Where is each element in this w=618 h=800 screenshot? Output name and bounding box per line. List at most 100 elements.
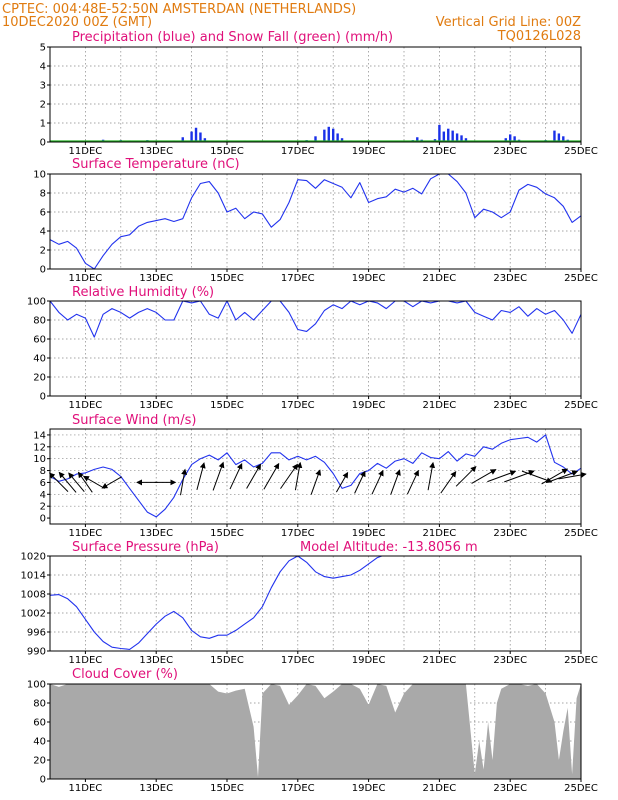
wind-arrow <box>541 468 569 485</box>
x-tick-label: 15DEC <box>210 655 244 666</box>
precipitation-panel: Precipitation (blue) and Snow Fall (gree… <box>40 30 598 157</box>
y-tick-label: 1008 <box>21 590 46 601</box>
precipitation-bar <box>190 131 193 142</box>
precipitation-bar <box>460 135 463 142</box>
wind-arrow <box>521 470 553 483</box>
x-tick-label: 21DEC <box>423 400 457 411</box>
cloud-cover-area <box>50 684 581 779</box>
y-tick-label: 40 <box>33 354 46 365</box>
precipitation-bar <box>442 131 446 142</box>
x-tick-label: 21DEC <box>423 528 457 539</box>
header-station: CPTEC: 004:48E-52:50N AMSTERDAN (NETHERL… <box>2 2 356 17</box>
wind-arrow <box>263 462 280 490</box>
precipitation-bar <box>314 136 317 142</box>
x-tick-label: 25DEC <box>564 655 598 666</box>
wind-arrow <box>504 470 535 483</box>
x-tick-label: 25DEC <box>564 400 598 411</box>
y-tick-label: 12 <box>33 442 46 453</box>
wind-arrow <box>310 469 322 495</box>
y-tick-label: 40 <box>33 737 46 748</box>
x-tick-label: 11DEC <box>69 655 103 666</box>
precipitation-bar <box>336 133 339 142</box>
x-tick-label: 23DEC <box>493 528 527 539</box>
y-tick-label: 60 <box>33 335 46 346</box>
wind-arrow <box>406 469 419 495</box>
wind-arrow <box>487 470 517 483</box>
wind-arrow <box>471 469 497 484</box>
wind-arrow <box>440 470 457 494</box>
pressure-panel: Surface Pressure (hPa) Model Altitude: -… <box>21 540 598 666</box>
wind-arrow <box>455 465 477 487</box>
y-tick-label: 1002 <box>21 609 46 620</box>
y-tick-label: 1014 <box>21 571 46 582</box>
wind-arrow <box>58 471 77 493</box>
precipitation-bar <box>553 130 556 142</box>
precipitation-bar <box>194 127 198 142</box>
x-tick-label: 23DEC <box>493 783 527 794</box>
x-tick-label: 25DEC <box>564 273 598 284</box>
precipitation-bar <box>332 128 335 142</box>
x-tick-label: 25DEC <box>564 783 598 794</box>
precipitation-bar <box>327 126 330 142</box>
x-tick-label: 21DEC <box>423 273 457 284</box>
y-tick-label: 6 <box>40 208 46 219</box>
x-tick-label: 13DEC <box>139 528 173 539</box>
x-tick-label: 13DEC <box>139 146 173 157</box>
x-tick-label: 21DEC <box>423 783 457 794</box>
panel-frame <box>49 300 582 397</box>
humidity-panel: Relative Humidity (%) 0 20 40 60 80 100 11DEC 1… <box>27 285 598 411</box>
humidity-title: Relative Humidity (%) <box>72 285 214 300</box>
x-tick-label: 25DEC <box>564 528 598 539</box>
wind-arrow <box>82 475 105 489</box>
wind-title: Surface Wind (m/s) <box>72 413 196 428</box>
wind-arrow <box>229 462 243 490</box>
temperature-panel: Surface Temperature (nC) 0 2 4 6 8 10 11DEC 13D… <box>33 157 598 284</box>
x-tick-label: 11DEC <box>69 528 103 539</box>
wind-arrow <box>68 472 85 493</box>
y-tick-label: 100 <box>27 680 46 691</box>
x-tick-label: 15DEC <box>210 273 244 284</box>
x-tick-label: 15DEC <box>210 783 244 794</box>
y-tick-label: 6 <box>40 478 46 489</box>
y-tick-label: 14 <box>33 430 46 441</box>
precipitation-bar <box>416 137 419 142</box>
x-tick-label: 13DEC <box>139 655 173 666</box>
x-tick-label: 25DEC <box>564 146 598 157</box>
precipitation-bar <box>181 137 184 142</box>
cloud-cover-panel: Cloud Cover (%) 0 20 40 60 80 100 11DEC 13DEC 15… <box>27 667 598 794</box>
y-tick-label: 996 <box>27 628 46 639</box>
wind-arrow <box>180 468 188 496</box>
precipitation-bar <box>447 128 450 142</box>
x-tick-label: 11DEC <box>69 783 103 794</box>
precipitation-bar <box>562 136 565 142</box>
y-tick-label: 10 <box>33 454 46 465</box>
precipitation-bar <box>323 129 326 142</box>
series-line <box>49 434 582 518</box>
series-line <box>49 555 383 650</box>
x-tick-label: 23DEC <box>493 655 527 666</box>
x-tick-label: 19DEC <box>352 273 386 284</box>
pressure-title: Surface Pressure (hPa) <box>72 540 219 555</box>
x-tick-label: 23DEC <box>493 400 527 411</box>
x-tick-label: 23DEC <box>493 273 527 284</box>
x-tick-label: 15DEC <box>210 400 244 411</box>
y-tick-label: 20 <box>33 373 46 384</box>
series-line <box>49 173 582 270</box>
x-tick-label: 17DEC <box>281 273 315 284</box>
precipitation-bar <box>438 124 441 142</box>
wind-arrow <box>354 470 366 494</box>
x-tick-label: 21DEC <box>423 655 457 666</box>
y-tick-label: 5 <box>40 43 46 54</box>
x-tick-label: 23DEC <box>493 146 527 157</box>
y-tick-label: 80 <box>33 699 46 710</box>
y-tick-label: 100 <box>27 297 46 308</box>
precipitation-bar <box>504 138 507 142</box>
wind-arrow <box>390 469 401 495</box>
x-tick-label: 19DEC <box>352 655 386 666</box>
panel-frame <box>49 173 582 270</box>
wind-arrow <box>371 469 384 495</box>
header-model: TQ0126L028 <box>497 29 581 44</box>
x-tick-label: 13DEC <box>139 273 173 284</box>
